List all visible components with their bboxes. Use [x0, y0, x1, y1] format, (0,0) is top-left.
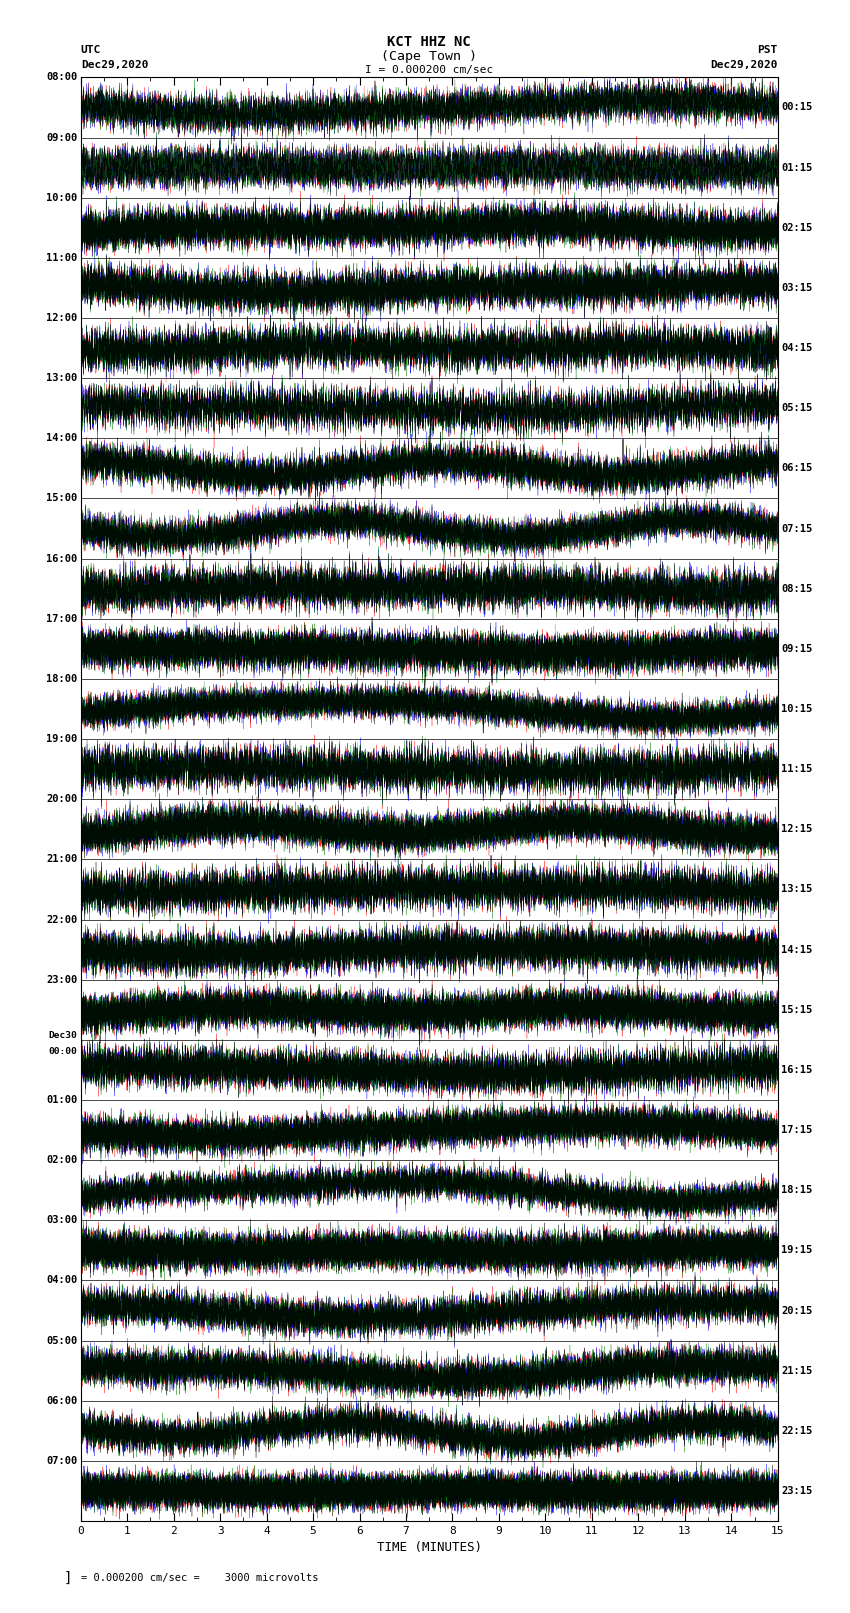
- Text: 16:15: 16:15: [781, 1065, 813, 1074]
- Text: 20:00: 20:00: [46, 794, 77, 805]
- Text: (Cape Town ): (Cape Town ): [382, 50, 477, 63]
- X-axis label: TIME (MINUTES): TIME (MINUTES): [377, 1542, 482, 1555]
- Text: 15:00: 15:00: [46, 494, 77, 503]
- Text: 01:00: 01:00: [46, 1095, 77, 1105]
- Text: 06:15: 06:15: [781, 463, 813, 473]
- Text: 00:00: 00:00: [48, 1047, 77, 1057]
- Text: 17:15: 17:15: [781, 1126, 813, 1136]
- Text: 10:15: 10:15: [781, 703, 813, 715]
- Text: 15:15: 15:15: [781, 1005, 813, 1015]
- Text: 00:15: 00:15: [781, 103, 813, 113]
- Text: UTC: UTC: [81, 45, 101, 55]
- Text: 02:00: 02:00: [46, 1155, 77, 1165]
- Text: = 0.000200 cm/sec =    3000 microvolts: = 0.000200 cm/sec = 3000 microvolts: [81, 1573, 318, 1582]
- Text: 14:15: 14:15: [781, 945, 813, 955]
- Text: 08:00: 08:00: [46, 73, 77, 82]
- Text: PST: PST: [757, 45, 778, 55]
- Text: 05:00: 05:00: [46, 1336, 77, 1345]
- Text: 07:00: 07:00: [46, 1457, 77, 1466]
- Text: 08:15: 08:15: [781, 584, 813, 594]
- Text: 21:00: 21:00: [46, 855, 77, 865]
- Text: 04:15: 04:15: [781, 344, 813, 353]
- Text: 04:00: 04:00: [46, 1276, 77, 1286]
- Text: 20:15: 20:15: [781, 1305, 813, 1316]
- Text: 19:00: 19:00: [46, 734, 77, 744]
- Text: 18:15: 18:15: [781, 1186, 813, 1195]
- Text: 01:15: 01:15: [781, 163, 813, 173]
- Text: 13:00: 13:00: [46, 373, 77, 384]
- Text: 11:15: 11:15: [781, 765, 813, 774]
- Text: 22:00: 22:00: [46, 915, 77, 924]
- Text: 09:00: 09:00: [46, 132, 77, 142]
- Text: 07:15: 07:15: [781, 524, 813, 534]
- Text: 21:15: 21:15: [781, 1366, 813, 1376]
- Text: 16:00: 16:00: [46, 553, 77, 563]
- Text: 23:00: 23:00: [46, 974, 77, 984]
- Text: 17:00: 17:00: [46, 615, 77, 624]
- Text: 12:15: 12:15: [781, 824, 813, 834]
- Text: I = 0.000200 cm/sec: I = 0.000200 cm/sec: [366, 65, 493, 74]
- Text: 06:00: 06:00: [46, 1395, 77, 1407]
- Text: Dec30: Dec30: [48, 1031, 77, 1040]
- Text: 11:00: 11:00: [46, 253, 77, 263]
- Text: 13:15: 13:15: [781, 884, 813, 895]
- Text: 03:15: 03:15: [781, 282, 813, 294]
- Text: 14:00: 14:00: [46, 434, 77, 444]
- Text: Dec29,2020: Dec29,2020: [711, 60, 778, 69]
- Text: 03:00: 03:00: [46, 1215, 77, 1226]
- Text: 02:15: 02:15: [781, 223, 813, 232]
- Text: 18:00: 18:00: [46, 674, 77, 684]
- Text: KCT HHZ NC: KCT HHZ NC: [388, 35, 471, 50]
- Text: Dec29,2020: Dec29,2020: [81, 60, 148, 69]
- Text: 19:15: 19:15: [781, 1245, 813, 1255]
- Text: 12:00: 12:00: [46, 313, 77, 323]
- Text: ]: ]: [64, 1571, 72, 1584]
- Text: 05:15: 05:15: [781, 403, 813, 413]
- Text: 09:15: 09:15: [781, 644, 813, 653]
- Text: 23:15: 23:15: [781, 1486, 813, 1495]
- Text: 10:00: 10:00: [46, 192, 77, 203]
- Text: 22:15: 22:15: [781, 1426, 813, 1436]
